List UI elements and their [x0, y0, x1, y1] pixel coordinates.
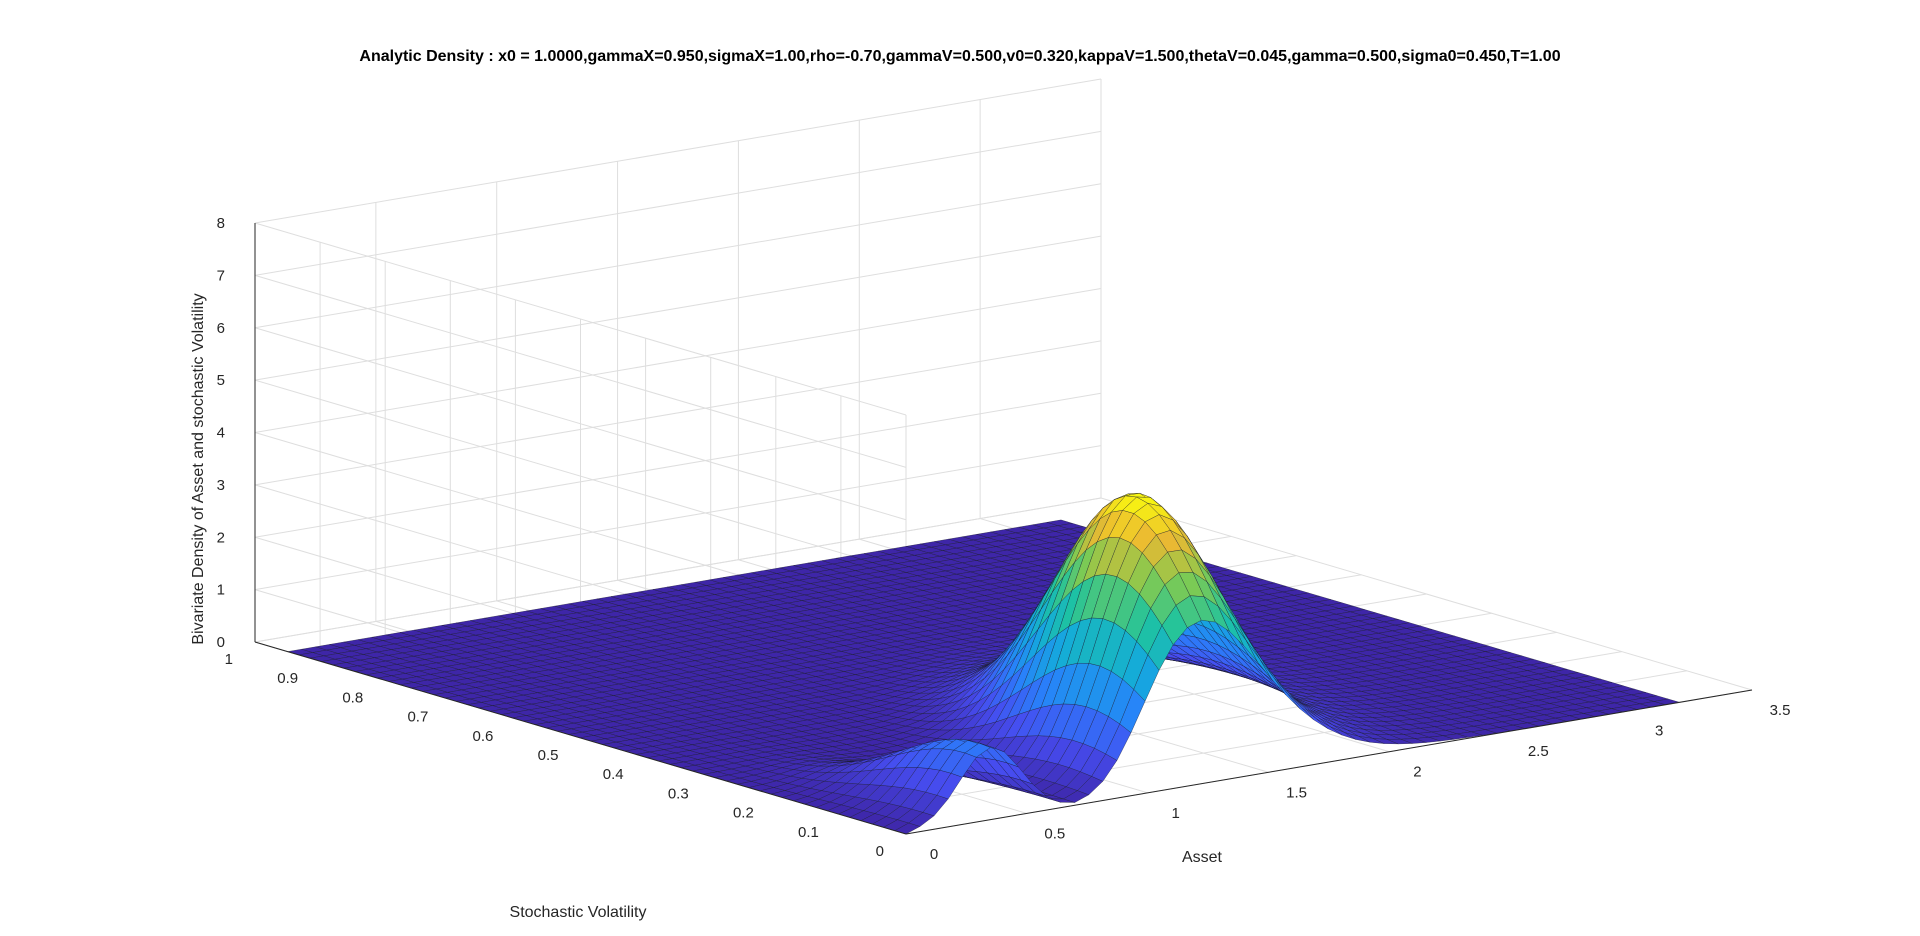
x-tick-label: 1.5 — [1286, 784, 1307, 801]
z-tick-label: 2 — [217, 529, 225, 546]
grid-line — [254, 340, 1102, 486]
grid-line — [254, 379, 907, 573]
grid-line — [254, 235, 1102, 381]
grid-line — [254, 78, 1102, 224]
z-tick-label: 4 — [217, 425, 225, 442]
z-tick-label: 1 — [217, 582, 225, 599]
grid-line — [254, 130, 1102, 276]
y-tick-label: 0.1 — [798, 824, 819, 841]
y-tick-label: 0.5 — [538, 747, 559, 764]
z-tick-label: 3 — [217, 477, 225, 494]
x-tick-label: 3 — [1655, 723, 1663, 740]
x-axis-label: Asset — [1182, 849, 1223, 866]
grid-line — [254, 497, 1102, 643]
chart-title: Analytic Density : x0 = 1.0000,gammaX=0.… — [359, 48, 1560, 65]
y-tick-label: 0 — [876, 843, 884, 860]
grid-line — [254, 183, 1102, 329]
y-tick-label: 1 — [225, 651, 233, 668]
y-tick-label: 0.6 — [473, 728, 494, 745]
x-tick-label: 1 — [1172, 805, 1180, 822]
z-tick-label: 8 — [217, 215, 225, 232]
y-axis-label: Stochastic Volatility — [510, 904, 647, 921]
y-tick-label: 0.2 — [733, 805, 754, 822]
z-tick-label: 6 — [217, 320, 225, 337]
y-tick-label: 0.7 — [407, 709, 428, 726]
grid-line — [254, 445, 1102, 591]
y-tick-label: 0.4 — [603, 766, 624, 783]
grid-line — [254, 288, 1102, 433]
z-axis-label: Bivariate Density of Asset and stochasti… — [190, 293, 207, 644]
tick-labels: 0 0.5 1 1.5 2 2.5 3 3.5 0 0.1 0.2 0.3 0.4 0.5 0.6 0.7 0.… — [217, 215, 1791, 863]
y-tick-label: 0.9 — [277, 670, 298, 687]
y-tick-label: 0.3 — [668, 785, 689, 802]
axis-line — [905, 689, 1753, 835]
x-tick-label: 2.5 — [1528, 743, 1549, 760]
z-tick-label: 0 — [217, 634, 225, 651]
x-tick-label: 2 — [1413, 764, 1421, 781]
grid-line — [254, 392, 1102, 538]
grid-line — [254, 327, 907, 521]
x-tick-label: 0 — [930, 846, 938, 863]
y-tick-label: 0.8 — [342, 689, 363, 706]
z-tick-label: 7 — [217, 267, 225, 284]
density-surface — [287, 492, 1680, 835]
axis-line — [254, 641, 907, 835]
grid-line — [254, 222, 907, 416]
axis-lines — [254, 223, 1753, 835]
x-tick-label: 3.5 — [1770, 702, 1791, 719]
x-tick-label: 0.5 — [1044, 825, 1065, 842]
grid-line — [254, 274, 907, 468]
z-tick-label: 5 — [217, 372, 225, 389]
